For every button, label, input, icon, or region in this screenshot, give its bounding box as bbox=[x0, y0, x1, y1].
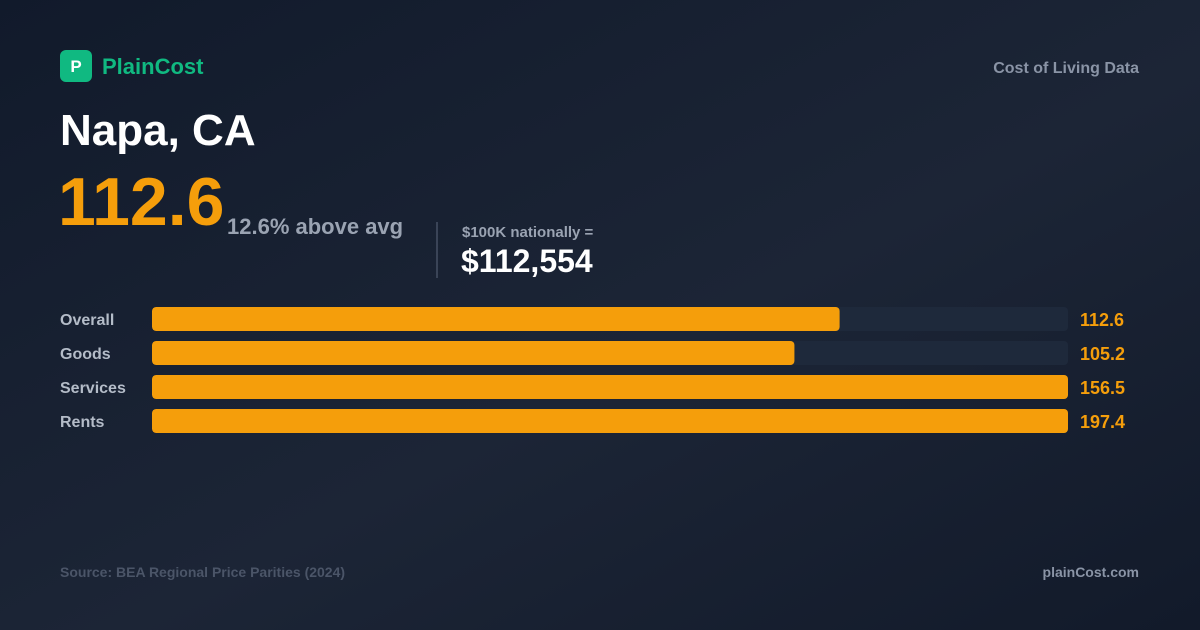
city-title: Napa, CA bbox=[60, 106, 256, 155]
equivalent-label: $100K nationally = bbox=[462, 224, 594, 241]
value-label: 197.4 bbox=[1080, 412, 1125, 432]
brand: PlainCost bbox=[102, 54, 204, 79]
category-label: Goods bbox=[60, 346, 111, 363]
value-label: 112.6 bbox=[1080, 310, 1124, 330]
value-label: 156.5 bbox=[1080, 378, 1125, 398]
site: plainCost.com bbox=[1043, 564, 1139, 580]
bar bbox=[152, 341, 795, 365]
category-label: Rents bbox=[60, 414, 105, 431]
logo-letter: P bbox=[70, 57, 81, 76]
logo bbox=[60, 50, 92, 82]
bar bbox=[152, 307, 840, 331]
category-label: Services bbox=[60, 380, 126, 397]
category-label: Overall bbox=[60, 312, 114, 329]
bar bbox=[152, 409, 1068, 433]
index-value: 112.6 bbox=[58, 164, 224, 240]
bar bbox=[152, 375, 1068, 399]
value-label: 105.2 bbox=[1080, 344, 1125, 364]
equivalent-value: $112,554 bbox=[461, 243, 593, 279]
source: Source: BEA Regional Price Parities (202… bbox=[60, 564, 345, 580]
comparison: 12.6% above avg bbox=[227, 214, 403, 239]
tagline: Cost of Living Data bbox=[993, 60, 1139, 77]
